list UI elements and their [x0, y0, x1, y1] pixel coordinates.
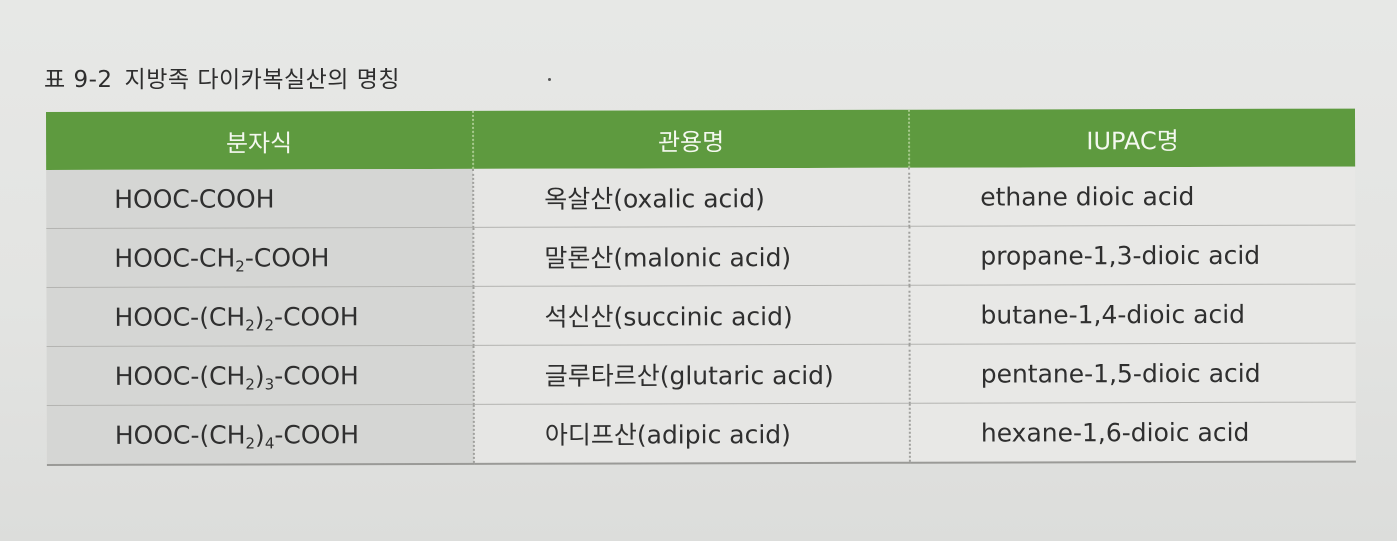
iupac-name-cell: propane-1,3-dioic acid	[909, 225, 1356, 286]
common-name-cell: 석신산(succinic acid)	[473, 285, 910, 346]
formula-cell: HOOC-CH2-COOH	[46, 227, 474, 288]
header-formula: 분자식	[46, 110, 474, 170]
iupac-name-cell: pentane-1,5-dioic acid	[909, 343, 1356, 404]
table-title: 지방족 다이카복실산의 명칭	[124, 67, 401, 93]
formula-cell: HOOC-(CH2)2-COOH	[46, 286, 474, 347]
iupac-name-cell: butane-1,4-dioic acid	[909, 284, 1356, 345]
table-row: HOOC-CH2-COOH 말론산(malonic acid) propane-…	[46, 225, 1356, 288]
common-name-cell: 아디프산(adipic acid)	[473, 403, 910, 464]
formula-cell: HOOC-(CH2)4-COOH	[46, 404, 474, 465]
speck	[548, 78, 551, 81]
common-name-cell: 말론산(malonic acid)	[473, 226, 910, 287]
dicarboxylic-acid-table: 분자식 관용명 IUPAC명 HOOC-COOH 옥살산(oxalic acid…	[46, 108, 1356, 466]
table-row: HOOC-COOH 옥살산(oxalic acid) ethane dioic …	[46, 166, 1356, 229]
formula-cell: HOOC-COOH	[46, 168, 474, 229]
table-caption: 표 9-2 지방족 다이카복실산의 명칭	[44, 60, 400, 94]
table-number: 표 9-2	[44, 67, 113, 93]
header-common-name: 관용명	[472, 109, 910, 169]
formula-cell: HOOC-(CH2)3-COOH	[46, 345, 474, 406]
iupac-name-cell: hexane-1,6-dioic acid	[909, 402, 1356, 463]
table-row: HOOC-(CH2)3-COOH 글루타르산(glutaric acid) pe…	[46, 343, 1356, 406]
common-name-cell: 글루타르산(glutaric acid)	[473, 344, 910, 405]
table-row: HOOC-(CH2)2-COOH 석신산(succinic acid) buta…	[46, 284, 1356, 347]
header-iupac-name: IUPAC명	[908, 108, 1356, 168]
table-row: HOOC-(CH2)4-COOH 아디프산(adipic acid) hexan…	[46, 402, 1356, 465]
common-name-cell: 옥살산(oxalic acid)	[473, 167, 910, 228]
iupac-name-cell: ethane dioic acid	[909, 166, 1356, 227]
header-row: 분자식 관용명 IUPAC명	[46, 108, 1356, 170]
